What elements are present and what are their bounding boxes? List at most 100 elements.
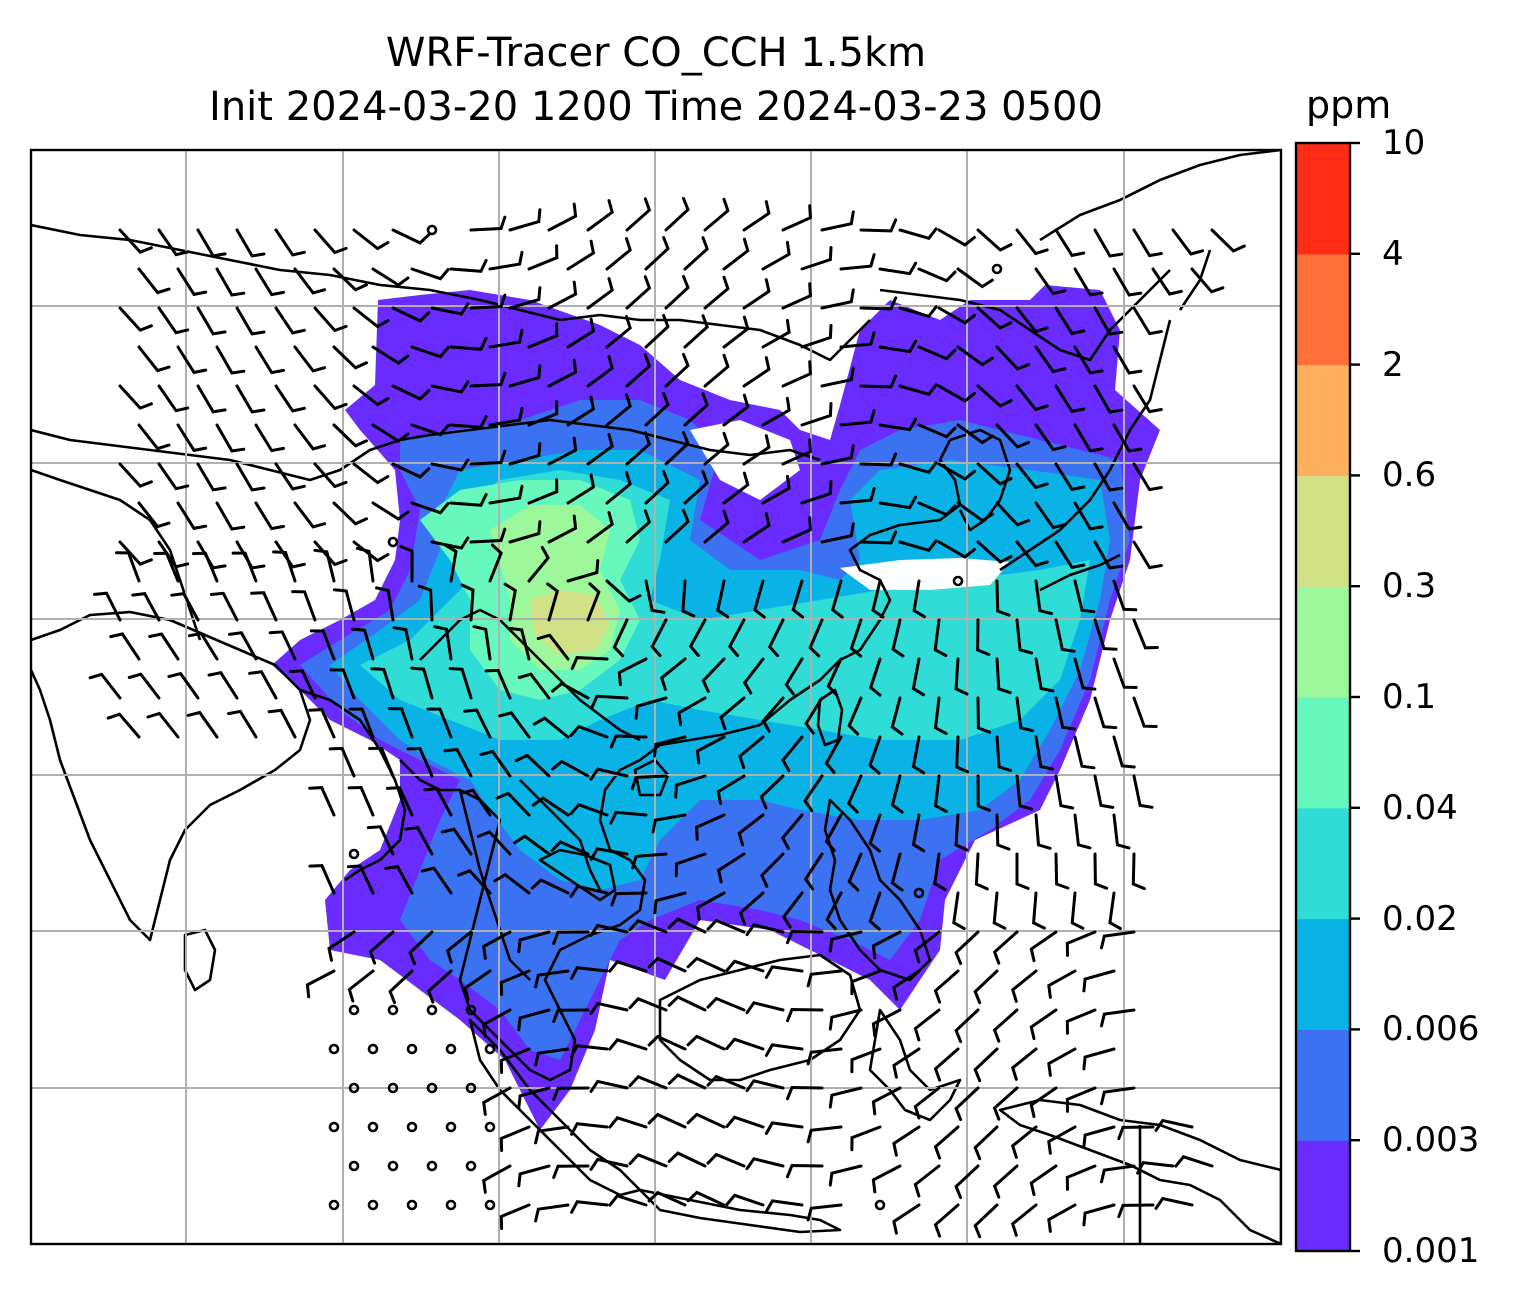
- wind-barb: [828, 930, 863, 953]
- calm-wind-marker: [387, 1160, 399, 1172]
- wind-barb: [1029, 930, 1058, 963]
- colorbar-segment: [1296, 586, 1350, 698]
- wind-barb: [717, 852, 746, 884]
- wind-barb: [871, 1164, 902, 1194]
- wind-barb: [701, 657, 726, 693]
- wind-barb: [1015, 618, 1034, 655]
- wind-barb: [781, 360, 812, 388]
- wind-barb: [1093, 384, 1124, 414]
- wind-barb: [786, 1007, 824, 1023]
- wind-barb: [1112, 267, 1143, 297]
- wind-barb: [786, 1085, 824, 1101]
- wind-barb: [313, 462, 348, 489]
- wind-barb: [495, 791, 531, 817]
- wind-barb: [631, 852, 668, 870]
- wind-barb: [1054, 306, 1086, 336]
- wind-barb: [207, 671, 239, 700]
- wind-barb: [293, 345, 327, 373]
- wind-barb: [608, 1038, 648, 1051]
- wind-barb: [209, 591, 239, 622]
- wind-barb: [176, 267, 208, 297]
- coastline-sulawesi: [868, 1008, 962, 1122]
- wind-barb: [426, 707, 453, 739]
- wind-barb: [460, 583, 475, 622]
- wind-barb: [227, 709, 258, 739]
- wind-barb: [469, 371, 507, 388]
- wind-barb: [479, 749, 512, 778]
- coastline-philippines: [823, 798, 932, 982]
- wind-barb: [634, 696, 668, 720]
- wind-barb: [683, 314, 709, 349]
- wind-barb: [806, 1125, 843, 1144]
- wind-barb: [824, 735, 843, 774]
- wind-barb: [683, 470, 709, 505]
- wind-barb: [1073, 501, 1104, 531]
- calm-wind-marker: [348, 1082, 360, 1094]
- calm-wind-marker: [328, 1043, 340, 1055]
- wind-barb: [933, 969, 960, 1004]
- wind-barb: [293, 267, 327, 295]
- wind-barb: [892, 1203, 921, 1235]
- wind-barb: [118, 228, 153, 254]
- wind-barb: [1029, 1086, 1058, 1119]
- wind-barb: [449, 259, 488, 273]
- wind-barb: [115, 551, 141, 583]
- wind-barb: [781, 438, 812, 466]
- wind-barb: [703, 275, 730, 310]
- calm-wind-marker: [348, 848, 360, 860]
- wind-barb: [800, 402, 833, 427]
- wind-barb: [976, 462, 1013, 486]
- wind-barb: [530, 878, 570, 895]
- wind-barb: [791, 579, 805, 619]
- wind-barb: [570, 1200, 609, 1214]
- wind-barb: [878, 495, 918, 510]
- wind-barb: [527, 400, 559, 427]
- wind-barb: [1034, 501, 1067, 530]
- colorbar-tick-label: 0.3: [1382, 566, 1437, 607]
- coastline-sumatra: [468, 1018, 642, 1197]
- wind-barb: [1132, 462, 1163, 492]
- wind-barb: [933, 696, 948, 735]
- colorbar-tick-label: 2: [1382, 344, 1404, 385]
- wind-barb: [933, 774, 948, 813]
- wind-barb: [1132, 696, 1158, 728]
- wind-barb: [274, 540, 306, 569]
- calm-wind-marker: [406, 1199, 418, 1211]
- wind-barb: [725, 1193, 765, 1207]
- wind-barb: [677, 696, 707, 727]
- wind-barb: [386, 786, 414, 817]
- wind-barb: [404, 825, 434, 856]
- wind-barb: [1112, 423, 1143, 453]
- calm-wind-marker: [913, 887, 925, 899]
- wind-barb: [449, 493, 488, 507]
- wind-barb: [443, 747, 473, 778]
- wind-barb: [644, 236, 670, 271]
- wind-barb: [137, 423, 171, 451]
- wind-barb: [272, 550, 297, 583]
- wind-barb: [157, 462, 190, 491]
- wind-barb: [664, 274, 690, 310]
- wind-barb: [761, 318, 791, 349]
- wind-barb: [913, 1008, 941, 1042]
- wind-barb: [1136, 1160, 1175, 1175]
- wind-barb: [742, 200, 771, 232]
- wind-barb: [1073, 657, 1097, 691]
- wind-barb: [410, 666, 434, 700]
- wind-barb: [933, 1125, 960, 1160]
- wind-barb: [368, 930, 395, 965]
- wind-barb: [430, 380, 470, 394]
- wind-barb: [93, 591, 122, 622]
- wind-barb: [781, 516, 812, 544]
- wind-barb: [482, 930, 512, 960]
- wind-barb: [742, 278, 771, 310]
- wind-barb: [976, 540, 1013, 564]
- wind-barb: [196, 462, 227, 492]
- wind-barb: [1054, 462, 1086, 492]
- wind-barb: [764, 1199, 804, 1213]
- wind-barb: [911, 813, 926, 853]
- wind-barb: [346, 864, 375, 895]
- wind-barb: [716, 774, 746, 805]
- wind-barb: [917, 501, 957, 517]
- wind-barb: [674, 774, 707, 799]
- wind-barb: [644, 392, 670, 427]
